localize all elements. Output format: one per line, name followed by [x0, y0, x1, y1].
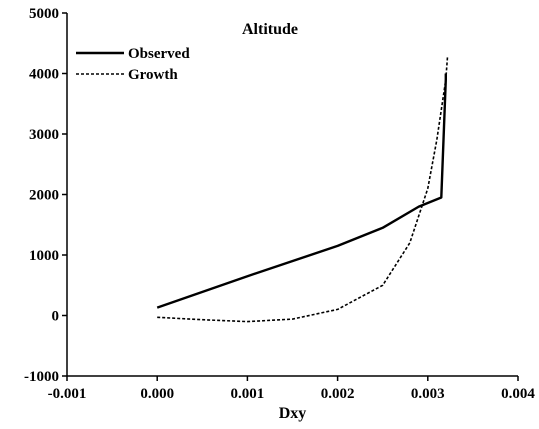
y-tick-label: -1000 [24, 369, 59, 385]
chart-title: Altitude [242, 21, 298, 38]
x-tick-label: 0.003 [411, 386, 445, 402]
y-tick-label: 2000 [29, 188, 59, 204]
y-tick-label: 4000 [29, 67, 59, 83]
series-line-observed [156, 73, 447, 309]
series-lines [156, 55, 449, 323]
y-tick-label: 3000 [29, 127, 59, 143]
series-line-growth [157, 55, 449, 323]
y-ticks: -1000 0 1000 2000 3000 4000 5000 [24, 6, 67, 385]
legend-label-observed: Observed [128, 46, 190, 62]
y-tick-label: 0 [52, 309, 60, 325]
y-tick-label: 1000 [29, 248, 59, 264]
x-axis-title: Dxy [279, 405, 307, 422]
x-ticks: -0.001 0.000 0.001 0.002 0.003 0.004 [48, 376, 535, 402]
legend-label-growth: Growth [128, 67, 178, 83]
legend: Observed Growth [76, 46, 190, 83]
x-tick-label: 0.004 [501, 386, 535, 402]
x-tick-label: 0.000 [140, 386, 174, 402]
x-tick-label: -0.001 [48, 386, 87, 402]
x-tick-label: 0.001 [231, 386, 265, 402]
x-tick-label: 0.002 [321, 386, 355, 402]
y-tick-label: 5000 [29, 6, 59, 22]
